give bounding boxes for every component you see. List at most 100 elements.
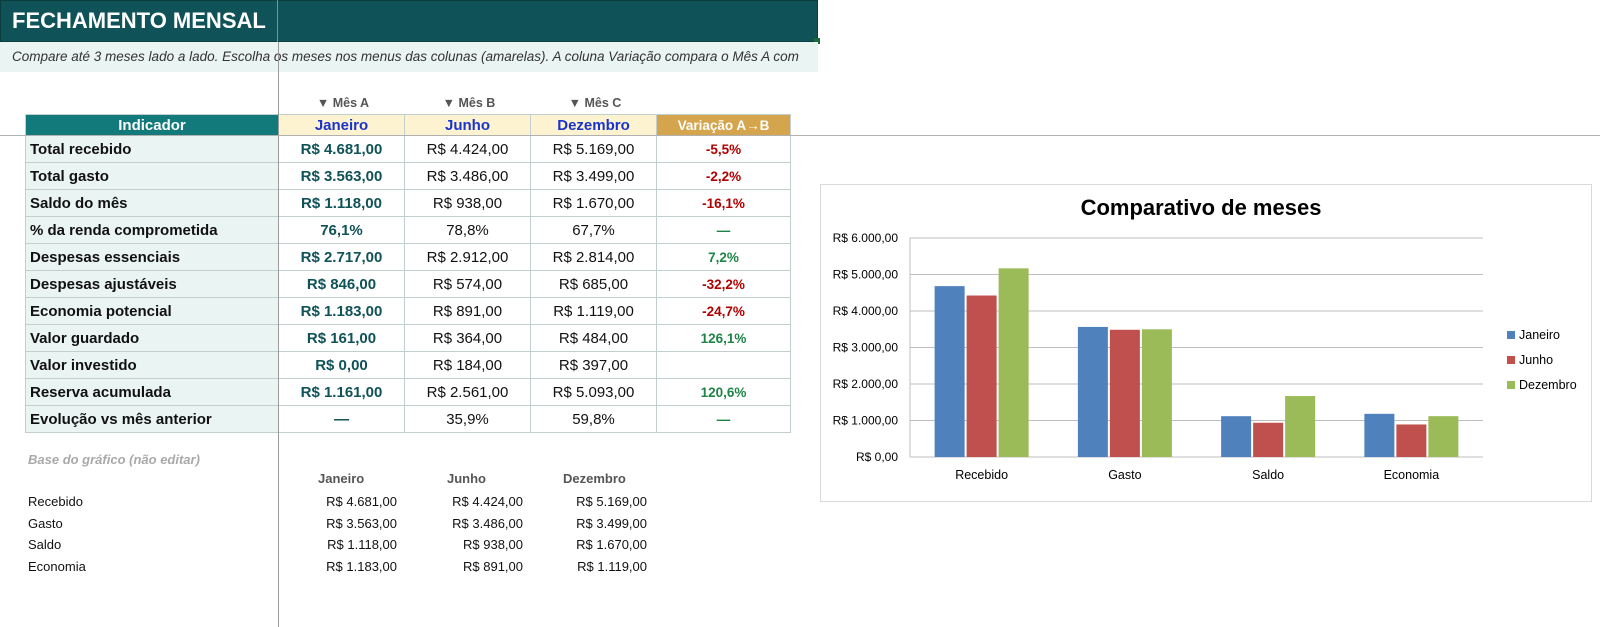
cell-variation[interactable]: 126,1% — [656, 324, 791, 352]
bar-janeiro-gasto — [1077, 326, 1108, 457]
cell-month-a[interactable]: R$ 2.717,00 — [278, 243, 405, 271]
cell-month-c[interactable]: R$ 685,00 — [530, 270, 657, 298]
base-row-value: R$ 4.681,00 — [326, 494, 397, 509]
cell-month-b[interactable]: 35,9% — [404, 405, 531, 433]
legend-label: Dezembro — [1519, 378, 1577, 392]
cell-month-a[interactable]: R$ 846,00 — [278, 270, 405, 298]
cell-variation[interactable]: 7,2% — [656, 243, 791, 271]
cell-month-a[interactable]: R$ 4.681,00 — [278, 135, 405, 163]
month-b-select[interactable]: Junho — [404, 114, 531, 136]
header-indicator: Indicador — [25, 114, 279, 136]
cell-month-b[interactable]: R$ 2.561,00 — [404, 378, 531, 406]
row-label[interactable]: Valor investido — [25, 351, 279, 379]
table-row: Reserva acumulada R$ 1.161,00 R$ 2.561,00 R… — [25, 378, 791, 406]
base-row-label: Economia — [28, 558, 86, 574]
cell-month-c[interactable]: R$ 1.670,00 — [530, 189, 657, 217]
base-row-value: R$ 1.119,00 — [577, 558, 647, 574]
bar-junho-gasto — [1109, 329, 1140, 457]
table-row: Economia potencial R$ 1.183,00 R$ 891,00 R$… — [25, 297, 791, 325]
bar-chart: Comparativo de meses R$ 0,00 R$ 1.000,00 R$… — [833, 195, 1577, 482]
base-row-value: R$ 938,00 — [463, 537, 523, 552]
row-label[interactable]: Saldo do mês — [25, 189, 279, 217]
cell-month-c[interactable]: R$ 5.169,00 — [530, 135, 657, 163]
legend-label: Junho — [1519, 353, 1553, 367]
base-row-label: Saldo — [28, 537, 62, 552]
base-row-value: R$ 1.183,00 — [326, 558, 397, 574]
cell-month-c[interactable]: R$ 5.093,00 — [530, 378, 657, 406]
cell-month-c[interactable]: R$ 3.499,00 — [530, 162, 657, 190]
cell-variation[interactable]: 120,6% — [656, 378, 791, 406]
legend-label: Janeiro — [1519, 328, 1560, 342]
cell-month-a[interactable]: R$ 1.161,00 — [278, 378, 405, 406]
cell-month-a[interactable]: R$ 0,00 — [278, 351, 405, 379]
cell-month-c[interactable]: R$ 1.119,00 — [530, 297, 657, 325]
cell-month-a[interactable]: R$ 1.183,00 — [278, 297, 405, 325]
cell-variation[interactable]: -24,7% — [656, 297, 791, 325]
base-header-junho: Junho — [447, 471, 486, 486]
cell-month-b[interactable]: R$ 184,00 — [404, 351, 531, 379]
cell-month-a[interactable]: R$ 1.118,00 — [278, 189, 405, 217]
table-row: Despesas ajustáveis R$ 846,00 R$ 574,00 R$ … — [25, 270, 791, 298]
table-header-row: Indicador Janeiro Junho Dezembro Variaçã… — [25, 114, 791, 136]
base-row-value: R$ 1.118,00 — [327, 537, 397, 552]
cell-variation[interactable]: -5,5% — [656, 135, 791, 163]
column-divider — [277, 0, 278, 42]
row-label[interactable]: % da renda comprometida — [25, 216, 279, 244]
cell-month-c[interactable]: R$ 397,00 — [530, 351, 657, 379]
table-row: Total recebido R$ 4.681,00 R$ 4.424,00 R$ 5… — [25, 135, 791, 163]
cell-month-c[interactable]: 59,8% — [530, 405, 657, 433]
bar-dezembro-recebido — [998, 268, 1029, 457]
row-label[interactable]: Valor guardado — [25, 324, 279, 352]
cell-month-b[interactable]: R$ 2.912,00 — [404, 243, 531, 271]
base-row-value: R$ 4.424,00 — [452, 494, 523, 509]
month-c-select[interactable]: Dezembro — [530, 114, 657, 136]
bar-dezembro-gasto — [1141, 329, 1172, 457]
cell-variation[interactable] — [656, 351, 791, 379]
cell-month-b[interactable]: R$ 574,00 — [404, 270, 531, 298]
cell-month-a[interactable]: R$ 161,00 — [278, 324, 405, 352]
cell-variation[interactable]: -2,2% — [656, 162, 791, 190]
sheet-subtitle: Compare até 3 meses lado a lado. Escolha… — [12, 49, 799, 64]
chart-container[interactable]: Comparativo de meses R$ 0,00 R$ 1.000,00 R$… — [820, 184, 1592, 502]
row-label[interactable]: Total recebido — [25, 135, 279, 163]
cell-variation[interactable]: — — [656, 216, 791, 244]
cell-month-a[interactable]: — — [278, 405, 405, 433]
base-row-value: R$ 3.486,00 — [452, 515, 523, 531]
cell-month-b[interactable]: 78,8% — [404, 216, 531, 244]
title-bar[interactable] — [0, 0, 818, 42]
cell-month-b[interactable]: R$ 938,00 — [404, 189, 531, 217]
header-variation: Variação A→B — [656, 114, 791, 136]
cell-month-b[interactable]: R$ 891,00 — [404, 297, 531, 325]
row-label[interactable]: Despesas essenciais — [25, 243, 279, 271]
cell-variation[interactable]: -16,1% — [656, 189, 791, 217]
base-row-value: R$ 891,00 — [463, 558, 523, 574]
month-a-select[interactable]: Janeiro — [278, 114, 405, 136]
table-row: Valor guardado R$ 161,00 R$ 364,00 R$ 484,0… — [25, 324, 791, 352]
base-row-value: R$ 3.499,00 — [576, 515, 647, 531]
row-label[interactable]: Despesas ajustáveis — [25, 270, 279, 298]
y-tick-label: R$ 2.000,00 — [833, 377, 899, 391]
fill-handle[interactable] — [814, 38, 820, 44]
row-label[interactable]: Evolução vs mês anterior — [25, 405, 279, 433]
cell-month-a[interactable]: R$ 3.563,00 — [278, 162, 405, 190]
cell-month-a[interactable]: 76,1% — [278, 216, 405, 244]
bar-dezembro-economia — [1428, 416, 1459, 457]
cell-variation[interactable]: — — [656, 405, 791, 433]
row-label[interactable]: Total gasto — [25, 162, 279, 190]
table-row: Valor investido R$ 0,00 R$ 184,00 R$ 397,00 — [25, 351, 791, 379]
table-row: Despesas essenciais R$ 2.717,00 R$ 2.912,0… — [25, 243, 791, 271]
cell-month-b[interactable]: R$ 364,00 — [404, 324, 531, 352]
x-tick-label: Saldo — [1252, 468, 1284, 482]
cell-month-b[interactable]: R$ 3.486,00 — [404, 162, 531, 190]
cell-variation[interactable]: -32,2% — [656, 270, 791, 298]
legend-swatch-dezembro — [1507, 381, 1515, 389]
row-label[interactable]: Economia potencial — [25, 297, 279, 325]
y-tick-label: R$ 3.000,00 — [833, 341, 899, 355]
row-label[interactable]: Reserva acumulada — [25, 378, 279, 406]
cell-month-c[interactable]: R$ 2.814,00 — [530, 243, 657, 271]
bar-junho-economia — [1396, 424, 1427, 457]
cell-month-c[interactable]: R$ 484,00 — [530, 324, 657, 352]
cell-month-b[interactable]: R$ 4.424,00 — [404, 135, 531, 163]
cell-month-c[interactable]: 67,7% — [530, 216, 657, 244]
y-tick-label: R$ 6.000,00 — [833, 231, 899, 245]
